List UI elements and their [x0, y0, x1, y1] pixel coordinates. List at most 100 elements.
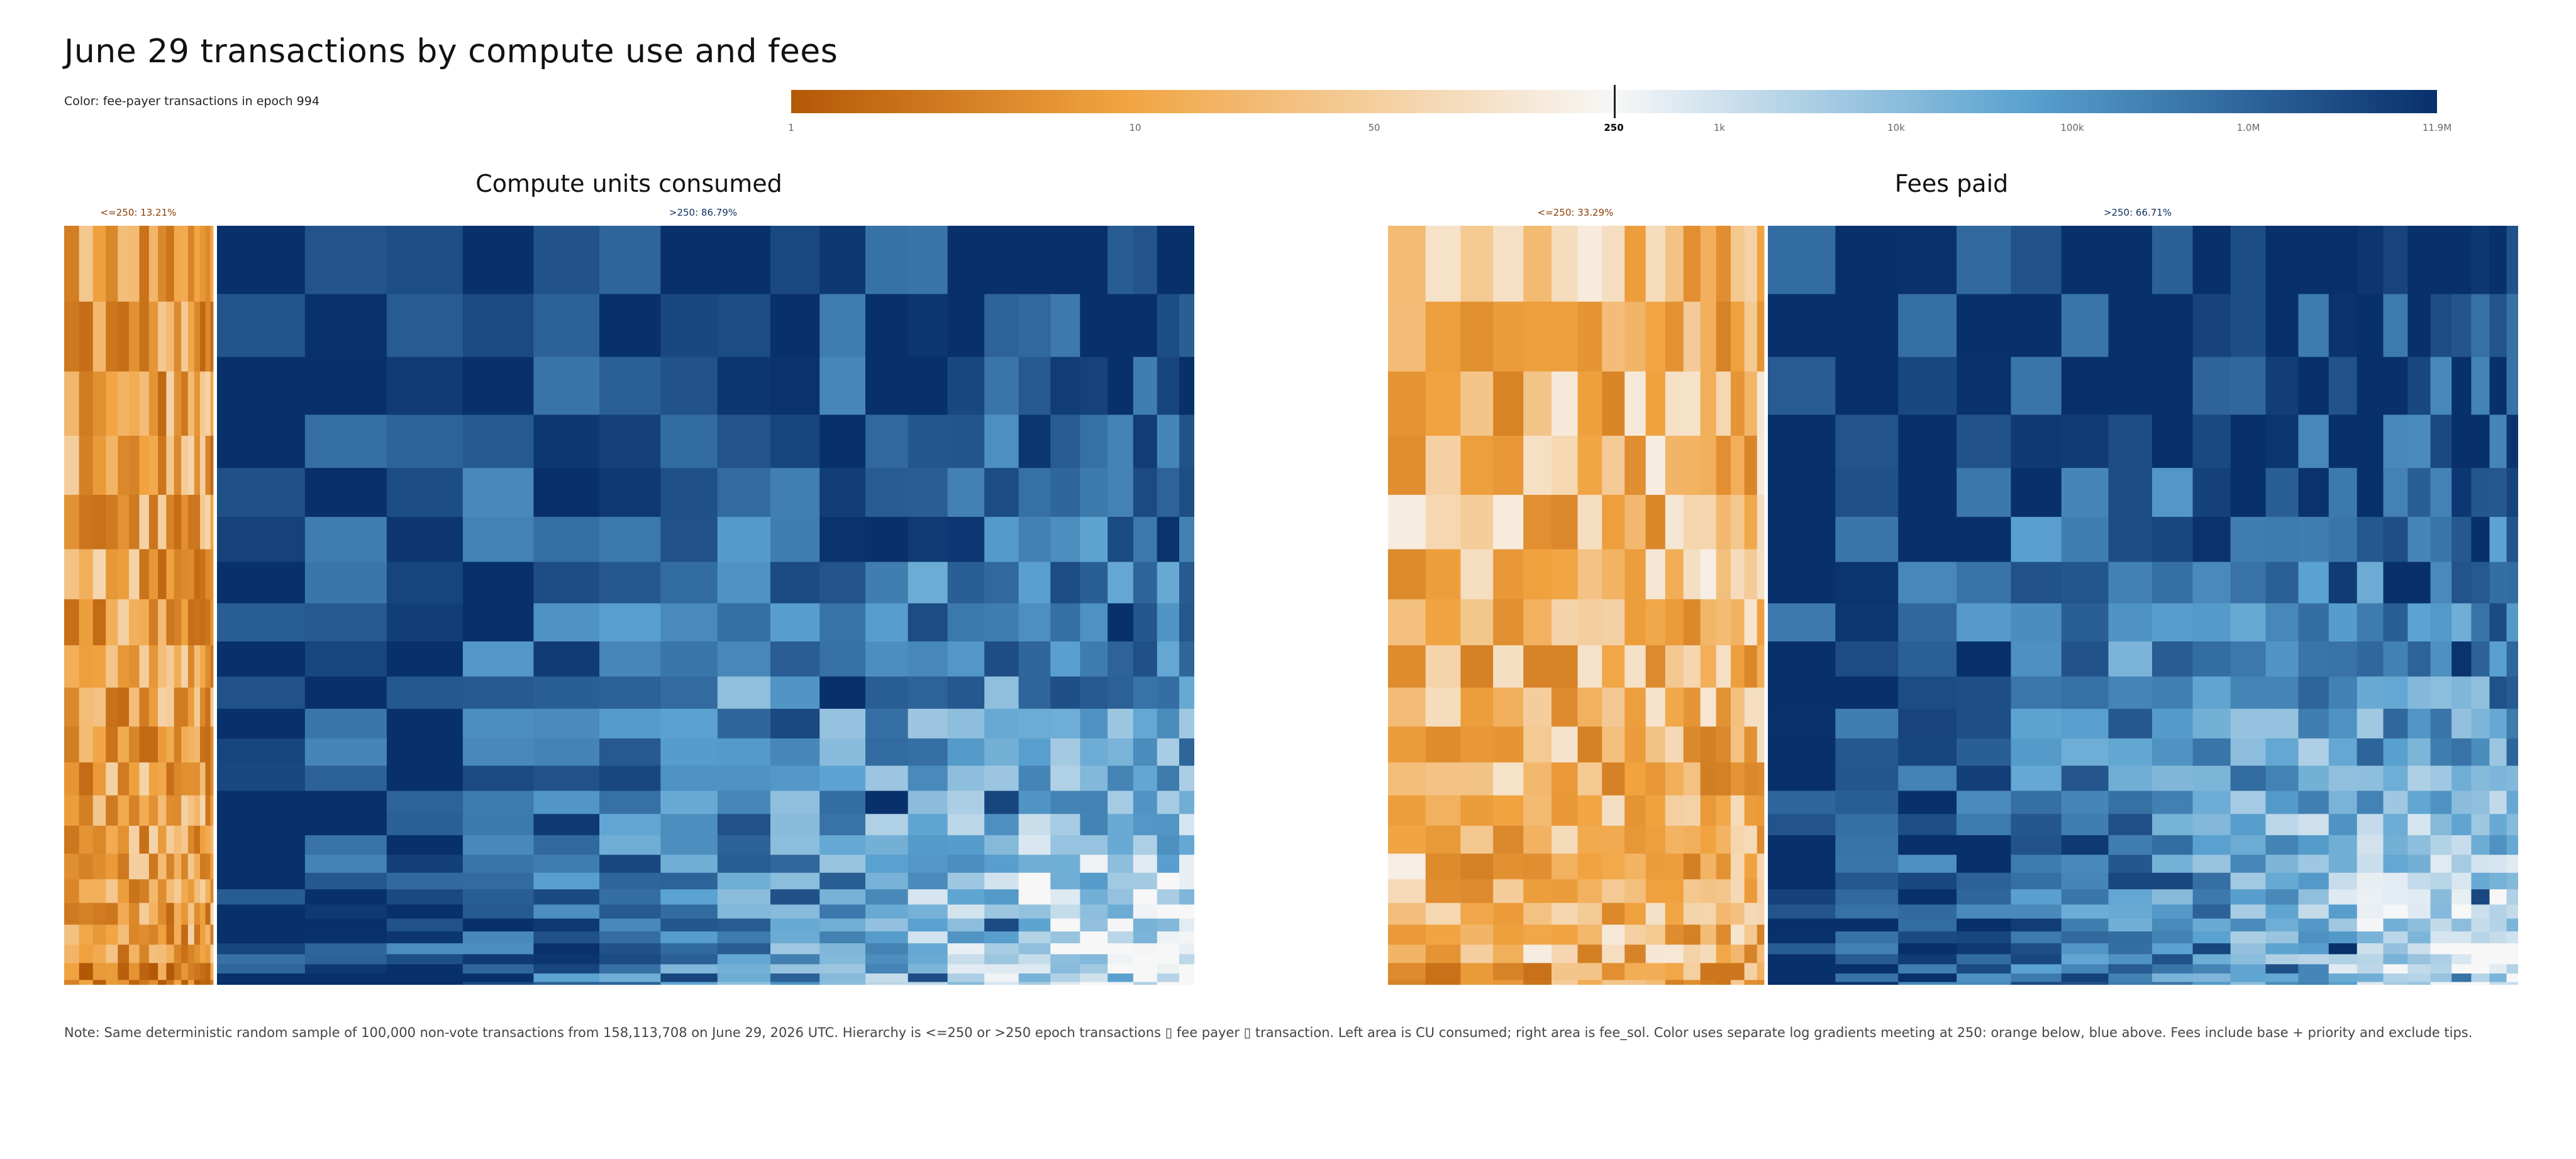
- treemap-cell: [217, 943, 306, 955]
- treemap-cell: [64, 726, 80, 763]
- treemap-cell: [1768, 835, 1836, 855]
- treemap-cell: [1757, 726, 1765, 763]
- treemap-cell: [2328, 964, 2358, 974]
- treemap-cell: [1493, 762, 1524, 796]
- treemap-cell: [1460, 494, 1494, 550]
- treemap-cell: [129, 963, 140, 980]
- treemap-cell: [1460, 853, 1494, 880]
- treemap-cell: [386, 414, 464, 469]
- treemap-cell: [770, 964, 820, 974]
- treemap-cell: [908, 738, 948, 767]
- treemap-cell: [1133, 904, 1158, 919]
- treemap-cell: [1179, 872, 1194, 890]
- treemap-cell: [2506, 641, 2518, 677]
- treemap-cell: [770, 790, 820, 814]
- treemap-cell: [1757, 645, 1765, 688]
- treemap-cell: [2061, 516, 2109, 562]
- treemap-cell: [2298, 904, 2329, 919]
- treemap-cell: [1683, 435, 1701, 496]
- treemap-cell: [1898, 676, 1957, 709]
- treemap-cell: [129, 945, 140, 963]
- treemap-cell: [166, 879, 175, 904]
- treemap-cell: [2230, 835, 2266, 855]
- treemap-cell: [2061, 964, 2109, 974]
- treemap-cell: [1957, 982, 2011, 985]
- treemap-cell: [158, 963, 167, 980]
- treemap-cell: [1768, 790, 1836, 814]
- treemap-cell: [2192, 982, 2231, 985]
- treemap-cell: [1523, 726, 1552, 763]
- treemap-cell: [717, 709, 771, 739]
- treemap-cell: [181, 371, 189, 436]
- treemap-cell: [2506, 226, 2518, 295]
- treemap-cell: [1957, 414, 2011, 469]
- treemap-cell: [1898, 982, 1957, 985]
- treemap-cell: [1460, 435, 1494, 496]
- treemap-cell: [2151, 954, 2193, 965]
- treemap-cell: [166, 853, 175, 880]
- treemap-cell: [106, 853, 118, 880]
- treemap-cell: [304, 982, 387, 985]
- treemap-cell: [1080, 982, 1108, 985]
- treemap-cell: [2108, 468, 2153, 518]
- treemap-cell: [79, 435, 94, 496]
- treemap-cell: [1744, 549, 1758, 600]
- treemap-cell: [1898, 918, 1957, 932]
- treemap-cell: [158, 687, 167, 727]
- treemap-cell: [2430, 835, 2452, 855]
- treemap-cell: [1602, 879, 1625, 904]
- treemap-cell: [1493, 902, 1524, 925]
- treemap-cell: [1624, 853, 1646, 880]
- treemap-cell: [717, 294, 771, 357]
- treemap-cell: [2151, 641, 2193, 677]
- treemap-cell: [2298, 954, 2329, 965]
- treemap-cell: [174, 853, 182, 880]
- treemap-cell: [2451, 964, 2472, 974]
- treemap-cell: [2451, 562, 2472, 604]
- treemap-cell: [908, 814, 948, 836]
- treemap-cell: [217, 709, 306, 739]
- treemap-cell: [717, 904, 771, 919]
- treemap-cell: [166, 924, 175, 945]
- treemap-cell: [139, 726, 150, 763]
- treemap-cell: [717, 468, 771, 518]
- treemap-cell: [2011, 973, 2062, 982]
- treemap-cell: [181, 687, 189, 727]
- treemap-cell: [2430, 226, 2452, 295]
- treemap-cell: [106, 902, 118, 925]
- treemap-cell: [599, 904, 661, 919]
- treemap-cell: [1523, 795, 1552, 826]
- treemap-cell: [1108, 973, 1134, 982]
- treemap-cell: [1050, 468, 1080, 518]
- treemap-cell: [2430, 562, 2452, 604]
- treemap-cell: [1624, 945, 1646, 963]
- treemap-cell: [2489, 765, 2507, 791]
- treemap-cell: [2061, 641, 2109, 677]
- treemap-cell: [947, 964, 985, 974]
- treemap-cell: [1388, 301, 1426, 372]
- treemap-cell: [770, 855, 820, 873]
- treemap-cell: [1157, 357, 1180, 415]
- treemap-cell: [1425, 980, 1461, 985]
- treemap-cell: [947, 516, 985, 562]
- treemap-cell: [166, 226, 175, 302]
- treemap-cell: [2265, 872, 2299, 890]
- treemap-cell: [1835, 468, 1899, 518]
- treemap-cell: [2151, 918, 2193, 932]
- treemap-cell: [304, 814, 387, 836]
- treemap-cell: [1018, 814, 1051, 836]
- treemap-cell: [2011, 709, 2062, 739]
- treemap-cell: [181, 301, 189, 372]
- treemap-cell: [908, 709, 948, 739]
- treemap-cell: [205, 826, 211, 854]
- treemap-cell: [1493, 879, 1524, 904]
- treemap-cell: [1602, 494, 1625, 550]
- treemap-cell: [1645, 853, 1666, 880]
- treemap-cell: [181, 795, 189, 826]
- treemap-cell: [599, 765, 661, 791]
- treemap-cell: [1460, 902, 1494, 925]
- treemap-cell: [1080, 790, 1108, 814]
- treemap-cell: [1577, 435, 1602, 496]
- treemap-cell: [947, 982, 985, 985]
- treemap-cell: [1645, 687, 1666, 727]
